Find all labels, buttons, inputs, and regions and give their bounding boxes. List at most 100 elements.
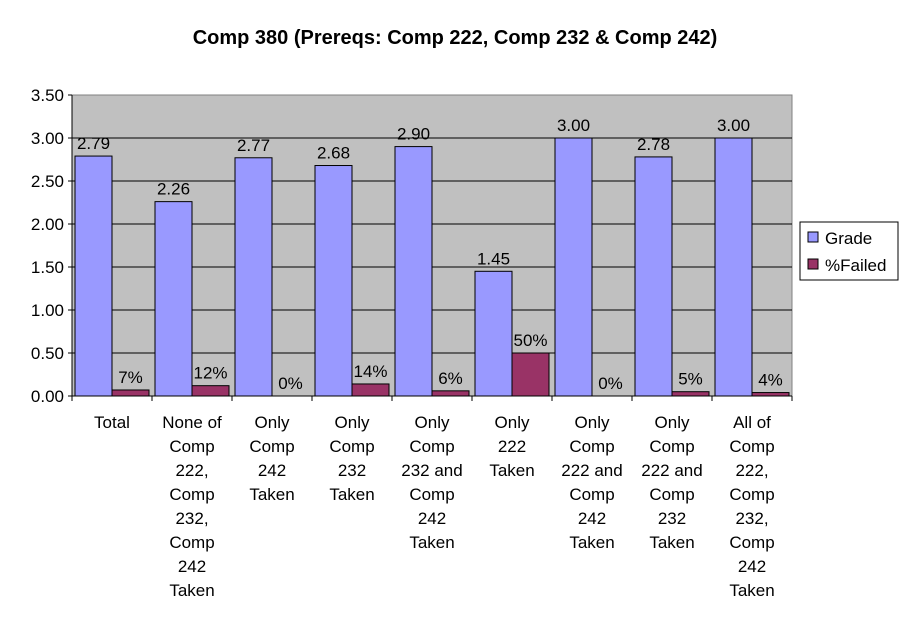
y-tick-label: 1.50 [31, 258, 64, 277]
data-label: 0% [598, 374, 623, 393]
x-category-line: Comp [409, 485, 454, 504]
x-category-line: Only [255, 413, 290, 432]
x-category-line: Only [655, 413, 690, 432]
bar-failed [671, 391, 710, 397]
bar-grade [394, 146, 433, 397]
legend-label-grade: Grade [825, 229, 872, 248]
data-label: 2.90 [397, 125, 430, 144]
x-category-line: 242 [258, 461, 286, 480]
y-tick-label: 3.00 [31, 129, 64, 148]
data-label: 2.78 [637, 135, 670, 154]
data-label: 0% [278, 374, 303, 393]
x-category-line: 222 and [641, 461, 702, 480]
x-category-line: Taken [649, 533, 694, 552]
x-category-line: 222 and [561, 461, 622, 480]
x-category-line: 242 [178, 557, 206, 576]
x-category-line: Taken [169, 581, 214, 600]
x-category-line: Comp [649, 485, 694, 504]
y-tick-label: 2.50 [31, 172, 64, 191]
y-axis-ticks: 0.00 0.50 1.00 1.50 2.00 2.50 3.00 3.50 [31, 86, 72, 406]
x-category-line: Comp [569, 437, 614, 456]
x-category-line: Taken [409, 533, 454, 552]
y-tick-label: 0.50 [31, 344, 64, 363]
bars [74, 137, 790, 397]
x-category-label: None of Comp 222, Comp 232, Comp 242 Taken [162, 413, 222, 600]
x-category-label: Only Comp 242 Taken [249, 413, 294, 504]
bar-grade [554, 137, 593, 397]
legend-swatch-grade [807, 231, 819, 243]
bar-grade [314, 165, 353, 397]
y-tick-label: 2.00 [31, 215, 64, 234]
x-category-line: Taken [249, 485, 294, 504]
x-category-line: 232, [735, 509, 768, 528]
data-label: 2.79 [77, 134, 110, 153]
bar-grade [154, 201, 193, 397]
data-label: 12% [193, 364, 227, 383]
x-axis-categories: Total None of Comp 222, Comp 232, Comp 242 Taken… [71, 396, 793, 600]
x-category-line: Comp [169, 533, 214, 552]
x-category-line: Taken [329, 485, 374, 504]
x-category-line: Comp [569, 485, 614, 504]
x-category-line: Comp [329, 437, 374, 456]
x-category-line: Comp [729, 485, 774, 504]
axes [71, 95, 792, 397]
x-category-line: 222 [498, 437, 526, 456]
data-label: 1.45 [477, 249, 510, 268]
x-category-label: Only Comp 232 and Comp 242 Taken [401, 413, 462, 552]
bar-failed [191, 385, 230, 397]
bar-failed [751, 392, 790, 397]
bar-failed [111, 389, 150, 397]
y-tick-label: 3.50 [31, 86, 64, 105]
x-category-line: Total [94, 413, 130, 432]
bar-grade [474, 270, 513, 397]
x-category-line: Comp [249, 437, 294, 456]
data-label: 5% [678, 370, 703, 389]
data-label: 2.68 [317, 144, 350, 163]
x-category-label: Only Comp 232 Taken [329, 413, 374, 504]
data-label: 2.77 [237, 136, 270, 155]
x-category-line: Only [495, 413, 530, 432]
x-category-line: Comp [409, 437, 454, 456]
x-category-line: 232, [175, 509, 208, 528]
x-category-line: Comp [649, 437, 694, 456]
x-category-line: Only [335, 413, 370, 432]
x-category-line: 232 [658, 509, 686, 528]
x-category-line: Taken [729, 581, 774, 600]
data-labels: 2.79 7% 2.26 12% 2.77 0% 2.68 14% 2.90 6% 1.45 50% 3… [77, 116, 783, 393]
data-label: 2.26 [157, 180, 190, 199]
data-label: 6% [438, 369, 463, 388]
x-category-line: Only [575, 413, 610, 432]
x-category-label: All of Comp 222, Comp 232, Comp 242 Taken [729, 413, 774, 600]
data-label: 7% [118, 368, 143, 387]
data-label: 3.00 [717, 116, 750, 135]
x-category-label: Only 222 Taken [489, 413, 534, 480]
data-label: 50% [513, 331, 547, 350]
bar-failed [351, 383, 390, 397]
x-category-line: 232 and [401, 461, 462, 480]
x-category-label: Only Comp 222 and Comp 232 Taken [641, 413, 702, 552]
x-category-line: Comp [729, 437, 774, 456]
x-category-line: 232 [338, 461, 366, 480]
x-category-line: 242 [738, 557, 766, 576]
chart-title: Comp 380 (Prereqs: Comp 222, Comp 232 & … [193, 27, 718, 49]
bar-failed [431, 390, 470, 397]
x-category-line: None of [162, 413, 222, 432]
bar-grade [714, 137, 753, 397]
data-label: 3.00 [557, 116, 590, 135]
x-category-label: Only Comp 222 and Comp 242 Taken [561, 413, 622, 552]
x-category-line: Taken [569, 533, 614, 552]
x-category-line: Only [415, 413, 450, 432]
legend-label-failed: %Failed [825, 256, 886, 275]
y-tick-label: 0.00 [31, 387, 64, 406]
x-category-line: 222, [735, 461, 768, 480]
x-category-line: 222, [175, 461, 208, 480]
x-category-line: Comp [169, 437, 214, 456]
x-category-line: Taken [489, 461, 534, 480]
x-category-line: All of [733, 413, 771, 432]
bar-grade [634, 156, 673, 397]
data-label: 14% [353, 362, 387, 381]
bar-failed [511, 352, 550, 397]
bar-grade [234, 157, 273, 397]
x-category-line: 242 [418, 509, 446, 528]
